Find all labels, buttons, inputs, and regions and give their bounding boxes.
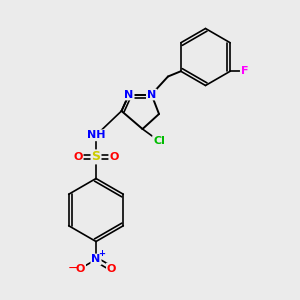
Text: O: O — [76, 263, 85, 274]
Text: S: S — [92, 150, 100, 164]
Text: NH: NH — [87, 130, 105, 140]
Text: F: F — [241, 66, 248, 76]
Text: +: + — [98, 249, 106, 258]
Text: O: O — [107, 263, 116, 274]
Text: O: O — [109, 152, 119, 162]
Text: N: N — [124, 89, 134, 100]
Text: O: O — [73, 152, 83, 162]
Text: N: N — [147, 89, 156, 100]
Text: Cl: Cl — [153, 136, 165, 146]
Text: −: − — [68, 262, 78, 275]
Text: N: N — [92, 254, 100, 265]
